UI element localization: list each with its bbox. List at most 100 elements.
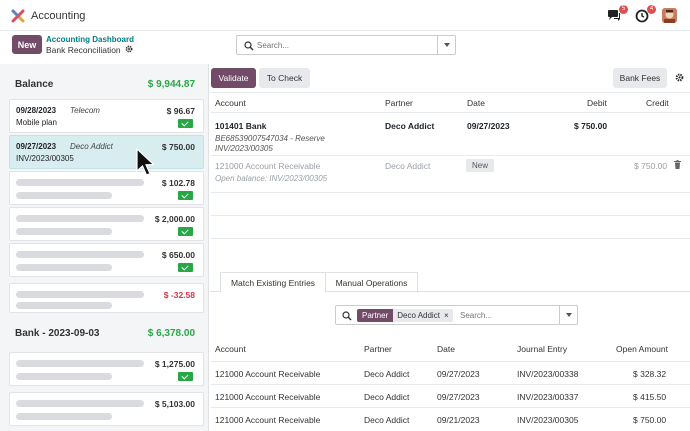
placeholder-bar xyxy=(16,192,112,199)
journal-name: Balance xyxy=(15,79,54,90)
column-header-debit: Debit xyxy=(587,98,607,108)
line-credit[interactable]: $ 750.00 xyxy=(634,161,668,171)
search-options-toggle[interactable] xyxy=(437,36,455,54)
cell-account: 121000 Account Receivable xyxy=(215,369,321,379)
statement-line-card[interactable]: $ -32.58 xyxy=(9,283,204,313)
column-header-date[interactable]: Date xyxy=(437,344,455,354)
line-date[interactable]: 09/27/2023 xyxy=(467,121,510,131)
statement-line-card[interactable]: $ 102.78 xyxy=(9,171,204,205)
line-partner[interactable]: Deco Addict xyxy=(385,161,431,171)
column-header-open-amount[interactable]: Open Amount xyxy=(616,344,668,354)
line-partner[interactable]: Deco Addict xyxy=(385,121,435,131)
placeholder-bar xyxy=(16,373,112,380)
user-avatar[interactable] xyxy=(662,8,677,23)
placeholder-bar xyxy=(16,413,112,420)
column-header-journal-entry[interactable]: Journal Entry xyxy=(517,344,568,354)
match-search-input[interactable] xyxy=(460,309,550,322)
app-title[interactable]: Accounting xyxy=(31,10,86,22)
activity-clock-icon[interactable]: 4 xyxy=(635,5,656,23)
caret-down-icon xyxy=(444,43,450,47)
facet-value: Deco Addict xyxy=(397,311,440,320)
breadcrumb-current: Bank Reconciliation xyxy=(46,45,121,55)
tab-match-existing-entries[interactable]: Match Existing Entries xyxy=(220,272,326,293)
statement-line-card[interactable]: $ 5,103.00 xyxy=(9,392,204,426)
search-options-toggle[interactable] xyxy=(559,306,577,324)
divider xyxy=(210,155,690,156)
cell-date: 09/27/2023 xyxy=(437,369,480,379)
accounting-app-icon[interactable] xyxy=(11,9,25,23)
facet-key: Partner xyxy=(357,309,394,322)
breadcrumb-accounting-dashboard[interactable]: Accounting Dashboard xyxy=(46,35,135,44)
to-check-button[interactable]: To Check xyxy=(259,68,310,88)
line-amount: $ -32.58 xyxy=(163,290,195,300)
search-icon xyxy=(244,41,254,51)
line-open-balance: Open balance: INV/2023/00305 xyxy=(215,174,328,183)
line-amount: $ 1,275.00 xyxy=(154,359,195,369)
cell-open-amount: $ 328.32 xyxy=(633,369,667,379)
journal-header-bank: Bank - 2023-09-03 $ 6,378.00 xyxy=(0,317,209,349)
reconciliation-form: Validate To Check Bank Fees Account Part… xyxy=(210,64,690,431)
divider xyxy=(210,215,690,216)
search-facet[interactable]: Partner Deco Addict × xyxy=(357,309,453,322)
cell-journal-entry: INV/2023/00338 xyxy=(517,369,579,379)
placeholder-bar xyxy=(16,360,144,367)
line-partner: Deco Addict xyxy=(70,142,113,151)
table-row[interactable]: 121000 Account Receivable Deco Addict 09… xyxy=(210,407,690,430)
line-label: Mobile plan xyxy=(16,118,57,127)
bank-fees-button[interactable]: Bank Fees xyxy=(613,68,667,88)
chat-badge: 5 xyxy=(619,5,628,14)
reconciled-check-icon xyxy=(178,119,193,128)
cell-date: 09/27/2023 xyxy=(437,392,480,402)
table-row[interactable]: 121000 Account Receivable Deco Addict 09… xyxy=(210,384,690,407)
cell-journal-entry: INV/2023/00337 xyxy=(517,392,579,402)
cell-partner: Deco Addict xyxy=(364,369,410,379)
statement-line-card[interactable]: $ 650.00 xyxy=(9,243,204,277)
cell-account: 121000 Account Receivable xyxy=(215,415,321,425)
reconciled-check-icon xyxy=(178,372,193,381)
column-header-partner[interactable]: Partner xyxy=(364,344,392,354)
line-label: INV/2023/00305 xyxy=(16,154,74,163)
gear-icon[interactable] xyxy=(675,73,684,82)
line-debit[interactable]: $ 750.00 xyxy=(574,121,608,131)
mouse-pointer-icon xyxy=(136,148,155,176)
cell-partner: Deco Addict xyxy=(364,415,410,425)
line-amount: $ 650.00 xyxy=(161,250,195,260)
line-account[interactable]: 101401 Bank xyxy=(215,121,267,131)
column-header-account: Account xyxy=(215,98,246,108)
placeholder-bar xyxy=(16,179,144,186)
statement-line-card-selected[interactable]: 09/27/2023 Deco Addict INV/2023/00305 $ … xyxy=(9,135,204,169)
placeholder-bar xyxy=(16,228,112,235)
caret-down-icon xyxy=(566,313,572,317)
divider xyxy=(210,192,690,193)
placeholder-bar xyxy=(16,251,144,258)
line-date: 09/27/2023 xyxy=(16,142,57,151)
column-header-date: Date xyxy=(467,98,485,108)
facet-remove-icon[interactable]: × xyxy=(443,311,449,320)
statement-line-card[interactable]: $ 1,275.00 xyxy=(9,352,204,386)
line-amount: $ 5,103.00 xyxy=(154,399,195,409)
activity-badge: 4 xyxy=(647,5,656,14)
search-bar[interactable] xyxy=(236,35,456,55)
chat-icon[interactable]: 5 xyxy=(607,5,628,23)
cell-partner: Deco Addict xyxy=(364,392,410,402)
divider xyxy=(210,238,690,239)
validate-button[interactable]: Validate xyxy=(211,68,256,88)
search-input[interactable] xyxy=(257,39,427,52)
gear-icon[interactable] xyxy=(125,45,133,53)
reconciled-check-icon xyxy=(178,191,193,200)
bank-statement-lines-panel: Balance $ 9,944.87 09/28/2023 Telecom Mo… xyxy=(0,64,209,431)
statement-line-card[interactable]: 09/28/2023 Telecom Mobile plan $ 96.67 xyxy=(9,99,204,133)
match-search-bar[interactable]: Partner Deco Addict × xyxy=(335,305,578,325)
table-row[interactable]: 121000 Account Receivable Deco Addict 09… xyxy=(210,361,690,384)
statement-line-card[interactable]: $ 2,000.00 xyxy=(9,207,204,241)
line-account[interactable]: 121000 Account Receivable xyxy=(215,161,321,171)
column-header-partner: Partner xyxy=(385,98,413,108)
tab-manual-operations[interactable]: Manual Operations xyxy=(326,272,418,293)
trash-icon[interactable] xyxy=(674,160,681,169)
column-header-account[interactable]: Account xyxy=(215,344,246,354)
line-amount: $ 2,000.00 xyxy=(154,214,195,224)
divider xyxy=(210,92,690,93)
reconciled-check-icon xyxy=(178,227,193,236)
new-button[interactable]: New xyxy=(12,35,42,54)
placeholder-bar xyxy=(16,215,144,222)
